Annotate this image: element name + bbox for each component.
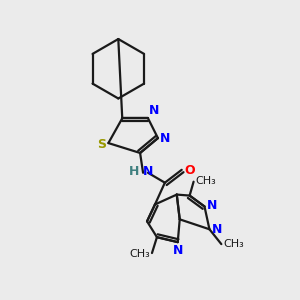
Text: H: H	[129, 165, 139, 178]
Text: N: N	[160, 132, 170, 145]
Text: S: S	[98, 138, 106, 151]
Text: N: N	[149, 104, 159, 117]
Text: N: N	[206, 199, 217, 212]
Text: N: N	[212, 223, 222, 236]
Text: CH₃: CH₃	[196, 176, 216, 186]
Text: N: N	[143, 165, 153, 178]
Text: O: O	[185, 164, 195, 177]
Text: N: N	[172, 244, 183, 257]
Text: CH₃: CH₃	[223, 239, 244, 249]
Text: CH₃: CH₃	[129, 249, 150, 259]
